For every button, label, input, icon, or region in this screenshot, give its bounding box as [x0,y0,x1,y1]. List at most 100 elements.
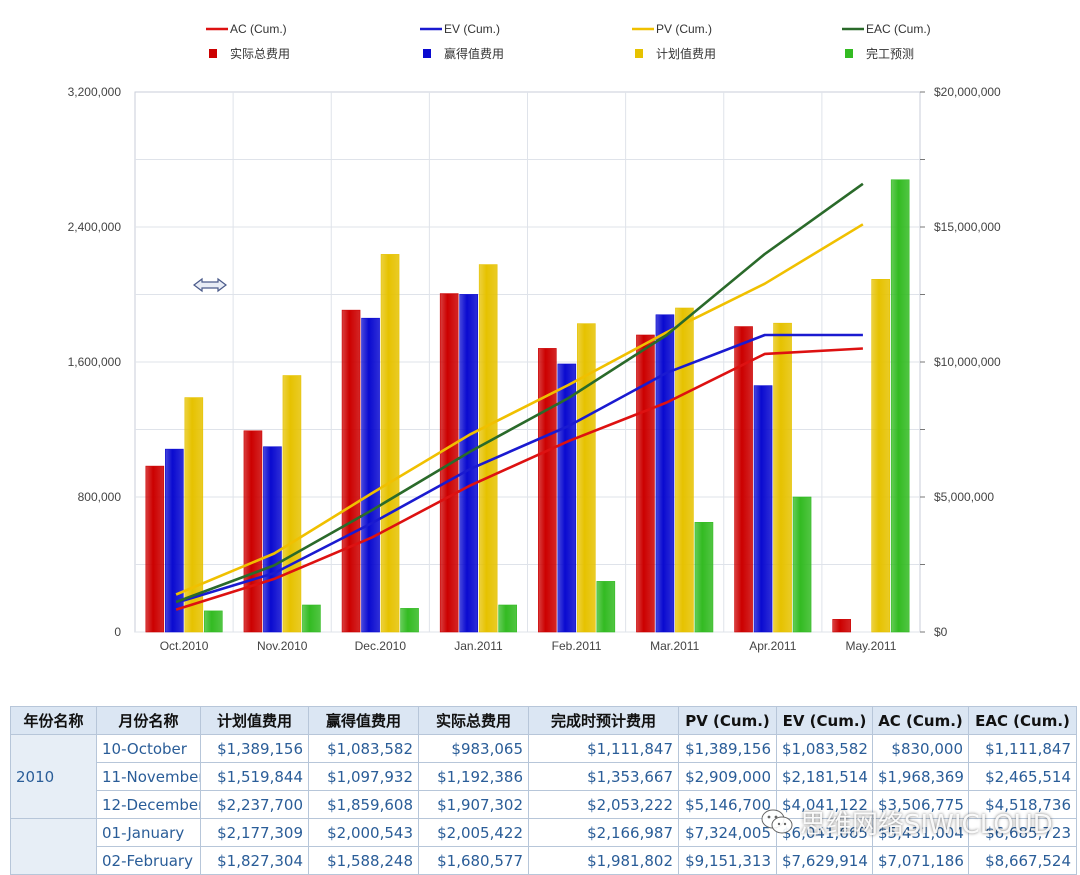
table-cell: $830,000 [872,734,969,763]
bar [773,322,792,633]
column-header[interactable]: 赢得值费用 [308,706,419,735]
column-header[interactable]: 计划值费用 [200,706,309,735]
bar [478,264,498,633]
bar [753,385,773,633]
table-cell: $8,667,524 [968,846,1077,875]
x-tick-label: Mar.2011 [650,639,699,653]
y-left-tick-label: 0 [114,625,121,639]
table-cell: $2,181,514 [776,762,873,791]
y-right-tick-label: $10,000,000 [934,355,1001,369]
table-cell: $2,005,422 [418,818,529,847]
legend-bar-swatch [845,49,853,58]
y-right-tick-label: $0 [934,625,948,639]
legend-bar-swatch [635,49,643,58]
year-cell: 2010 [10,734,97,819]
bar [263,446,282,633]
column-header[interactable]: EV (Cum.) [776,706,873,735]
bar [577,323,596,633]
bar [675,307,694,633]
chart: AC (Cum.) EV (Cum.) PV (Cum.) EAC (Cum.) 实际总… [68,22,1001,653]
bar [459,294,478,633]
x-tick-label: May.2011 [845,639,896,653]
month-cell: 01-January [96,818,201,847]
bar [184,397,204,633]
series-line [175,182,864,604]
legend-label: 实际总费用 [230,46,290,61]
table-cell: $1,192,386 [418,762,529,791]
bar [243,430,263,633]
table-cell: $7,324,005 [678,818,777,847]
month-cell: 10-October [96,734,201,763]
bar [204,610,223,633]
bar [380,254,400,633]
month-cell: 02-February [96,846,201,875]
table-cell: $2,237,700 [200,790,309,819]
table-cell: $1,083,582 [308,734,419,763]
x-tick-label: Oct.2010 [160,639,209,653]
legend-label: 计划值费用 [656,46,716,61]
legend-bar-swatch [423,49,431,58]
column-header[interactable]: EAC (Cum.) [968,706,1077,735]
table-cell: $1,859,608 [308,790,419,819]
resize-cursor-icon [193,277,227,293]
legend-label: 完工预测 [866,46,914,61]
bar [145,465,165,633]
bar [792,496,812,633]
bar [694,522,714,633]
table-cell: $5,431,004 [872,818,969,847]
table-cell: $2,177,309 [200,818,309,847]
y-right-tick-label: $5,000,000 [934,490,994,504]
year-cell [10,818,97,875]
column-header[interactable]: AC (Cum.) [872,706,969,735]
column-header[interactable]: PV (Cum.) [678,706,777,735]
table-cell: $1,111,847 [528,734,679,763]
table-row: 01-January $2,177,309 $2,000,543 $2,005,… [10,818,1077,875]
legend-label: EAC (Cum.) [866,22,931,36]
bar [302,604,321,633]
table-cell: $7,629,914 [776,846,873,875]
table-cell: $2,465,514 [968,762,1077,791]
table-cell: $4,518,736 [968,790,1077,819]
table-cell: $1,680,577 [418,846,529,875]
table-cell: $1,588,248 [308,846,419,875]
table-cell: $3,506,775 [872,790,969,819]
table-cell: $2,053,222 [528,790,679,819]
table-row: 11-November $1,519,844 $1,097,932 $1,192… [11,762,1077,791]
bar [890,179,910,633]
bar [400,608,419,633]
table-cell: $1,353,667 [528,762,679,791]
bar [557,363,577,633]
bar [832,619,851,633]
series-line [175,347,863,611]
x-tick-label: Jan.2011 [454,639,503,653]
table-cell: $2,166,987 [528,818,679,847]
y-left-tick-label: 1,600,000 [68,355,122,369]
y-left-tick-label: 800,000 [78,490,122,504]
column-header[interactable]: 完成时预计费用 [528,706,679,735]
bar [341,309,361,633]
table-cell: $1,827,304 [200,846,309,875]
y-left-tick-label: 2,400,000 [68,220,122,234]
legend-label: PV (Cum.) [656,22,712,36]
legend-label: AC (Cum.) [230,22,287,36]
column-header[interactable]: 月份名称 [96,706,201,735]
axes: 0 800,000 1,600,000 2,400,000 3,200,000 $0 $5,… [68,85,1001,653]
cumulative-lines [175,182,864,611]
x-tick-label: Feb.2011 [552,639,602,653]
table-cell: $2,909,000 [678,762,777,791]
bar [538,348,557,633]
bar [871,279,890,633]
column-header[interactable]: 实际总费用 [418,706,529,735]
y-left-tick-label: 3,200,000 [68,85,122,99]
bar [361,317,380,633]
table-cell: $1,083,582 [776,734,873,763]
series-line [175,223,864,596]
legend-label: 赢得值费用 [444,46,504,61]
table-cell: $1,097,932 [308,762,419,791]
column-header[interactable]: 年份名称 [10,706,97,735]
table-cell: $1,111,847 [968,734,1077,763]
month-cell: 12-December [96,790,201,819]
bar [165,448,184,633]
table-cell: $2,000,543 [308,818,419,847]
x-tick-label: Nov.2010 [257,639,308,653]
